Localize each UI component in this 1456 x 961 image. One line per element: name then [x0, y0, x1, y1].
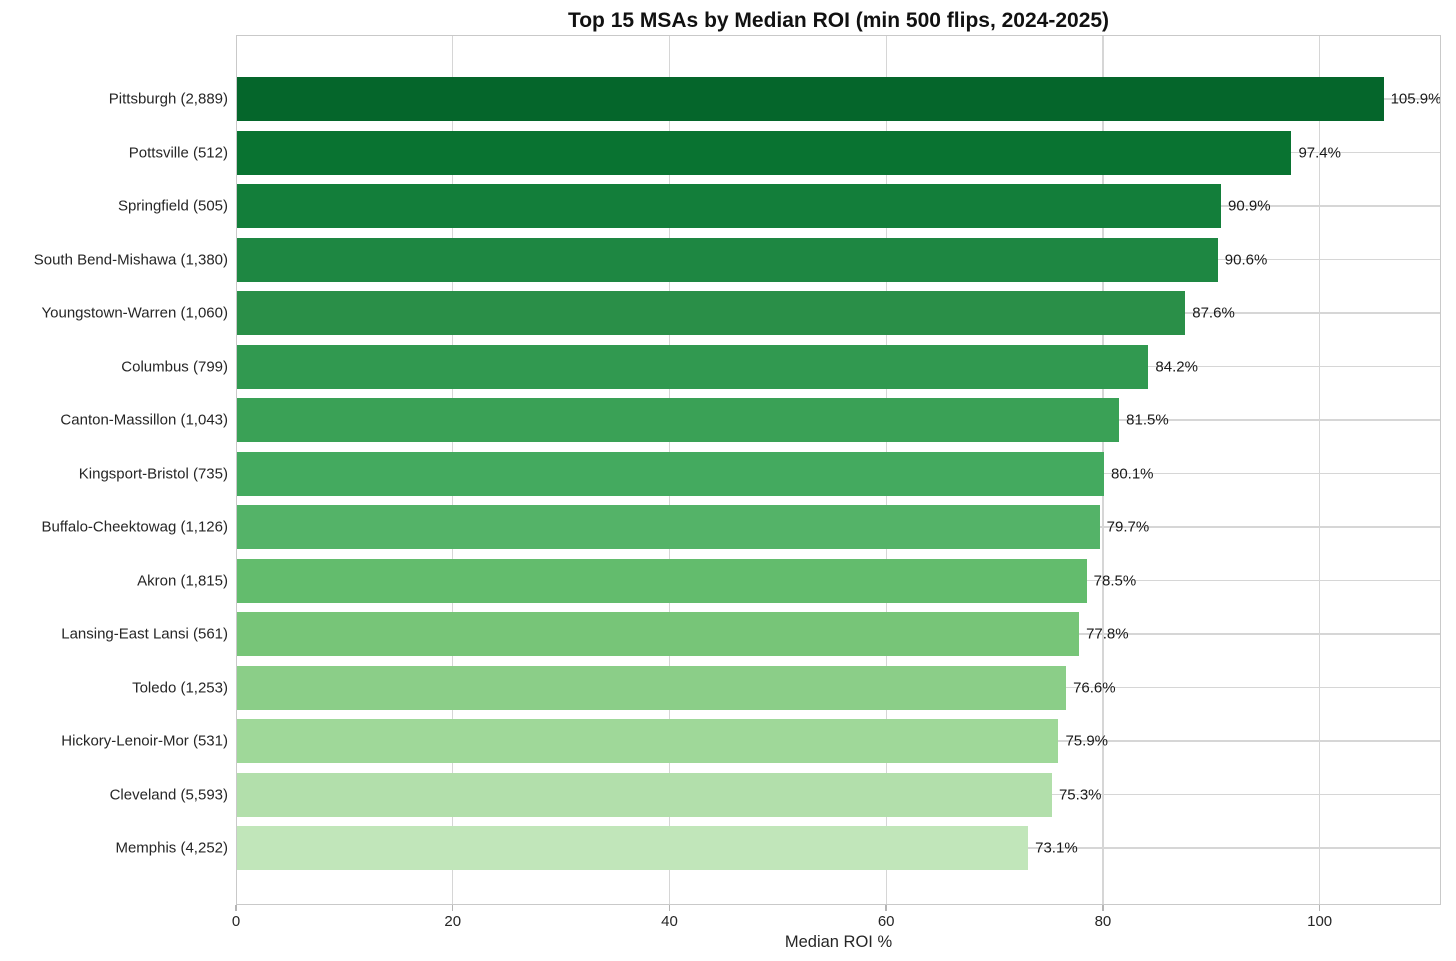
bar	[236, 344, 1149, 389]
bar-value-label: 78.5%	[1093, 572, 1137, 589]
bar	[236, 612, 1080, 656]
y-tick-label: Canton-Massillon (1,043)	[60, 411, 228, 429]
y-tick-label: Toledo (1,253)	[132, 679, 228, 696]
v-gridline	[1318, 35, 1321, 905]
y-tick-label: Pittsburgh (2,889)	[108, 90, 228, 108]
bar	[236, 237, 1218, 282]
x-tick-label: 0	[231, 913, 241, 930]
x-tick-mark	[885, 905, 887, 911]
bar-value-label: 81.5%	[1126, 411, 1169, 429]
x-tick-label: 60	[877, 913, 895, 930]
y-tick-label: Memphis (4,252)	[115, 839, 228, 857]
bar-value-label: 84.2%	[1155, 358, 1198, 375]
y-tick-label: South Bend-Mishawa (1,380)	[33, 251, 228, 268]
bar-value-label: 75.3%	[1058, 786, 1102, 803]
bar-value-label: 105.9%	[1390, 90, 1442, 108]
bar	[236, 665, 1067, 710]
bar	[236, 184, 1222, 228]
bar	[236, 772, 1052, 817]
chart-title: Top 15 MSAs by Median ROI (min 500 flips…	[567, 9, 1110, 32]
bar-value-label: 73.1%	[1035, 839, 1078, 857]
bar	[236, 130, 1292, 175]
bar-value-label: 76.6%	[1073, 679, 1116, 696]
x-tick-mark	[668, 905, 671, 911]
bar-value-label: 80.1%	[1110, 465, 1154, 482]
x-tick-label: 100	[1307, 913, 1333, 930]
bar	[236, 719, 1059, 763]
y-tick-label: Pottsville (512)	[128, 144, 228, 161]
x-tick-mark	[235, 905, 237, 911]
bar-value-label: 75.9%	[1065, 732, 1109, 750]
y-tick-label: Buffalo-Cheektowag (1,126)	[41, 518, 228, 536]
x-axis-label: Median ROI %	[784, 933, 893, 951]
bar-value-label: 87.6%	[1192, 304, 1235, 322]
x-tick-label: 20	[444, 913, 462, 930]
x-tick-label: 40	[661, 913, 678, 930]
y-tick-label: Columbus (799)	[121, 358, 228, 375]
bar-value-label: 90.6%	[1224, 251, 1268, 268]
bar-value-label: 79.7%	[1106, 518, 1150, 536]
x-tick-mark	[1318, 905, 1321, 911]
bar	[236, 558, 1087, 603]
bar-value-label: 97.4%	[1298, 144, 1341, 161]
y-tick-label: Kingsport-Bristol (735)	[78, 465, 228, 482]
y-tick-label: Hickory-Lenoir-Mor (531)	[61, 732, 228, 750]
y-tick-label: Lansing-East Lansi (561)	[61, 625, 228, 643]
bar	[236, 826, 1029, 870]
y-tick-label: Cleveland (5,593)	[109, 786, 228, 803]
y-tick-label: Akron (1,815)	[137, 572, 228, 589]
bar	[236, 451, 1104, 496]
y-tick-label: Springfield (505)	[117, 197, 228, 215]
x-tick-mark	[452, 905, 454, 911]
bar-value-label: 90.9%	[1228, 197, 1271, 215]
bar	[236, 398, 1120, 442]
y-tick-label: Youngstown-Warren (1,060)	[41, 304, 229, 322]
bar-value-label: 77.8%	[1086, 625, 1129, 643]
x-tick-mark	[1102, 905, 1104, 911]
bar	[236, 77, 1384, 121]
bar	[236, 505, 1100, 549]
bar	[236, 291, 1186, 335]
x-tick-label: 80	[1094, 913, 1112, 930]
